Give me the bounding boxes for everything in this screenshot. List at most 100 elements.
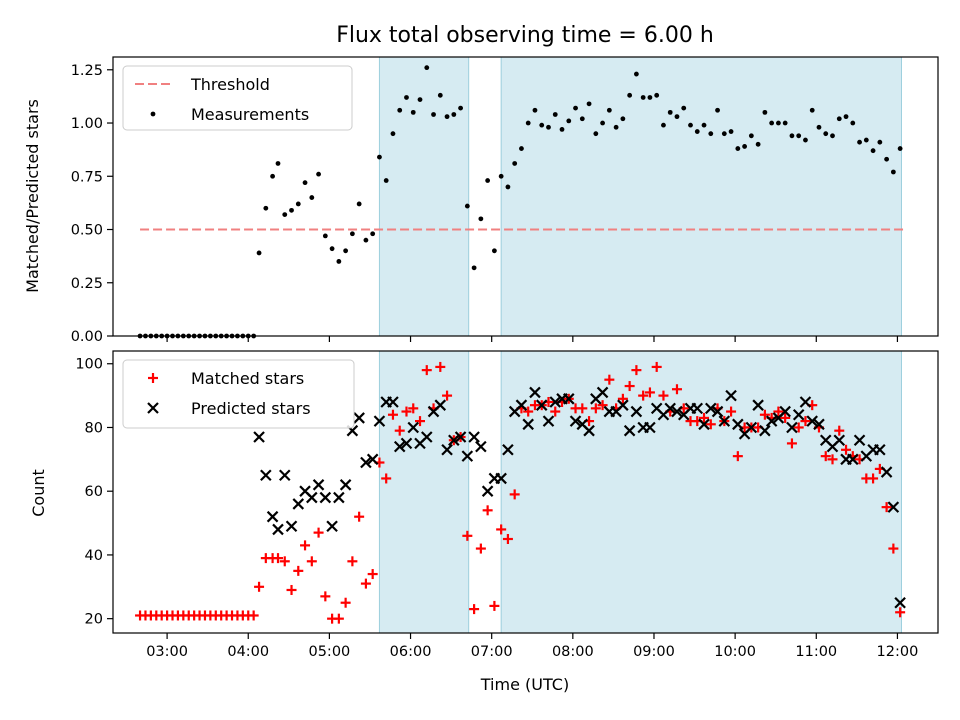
measurement-point [397,107,403,113]
matched-point [462,530,473,541]
matched-point [834,425,845,436]
predicted-point [847,453,859,466]
legend-item: Threshold [135,75,270,94]
matched-point [340,597,351,608]
matched-point [651,361,662,372]
matched-point [597,400,608,411]
predicted-point [407,421,420,434]
shaded-interval [378,350,470,634]
measurement-point [263,205,269,211]
predicted-point [373,415,386,427]
measurement-point [620,116,626,122]
measurement-point [539,122,545,128]
x-tick-label: 10:00 [714,644,756,660]
predicted-point [806,415,818,427]
y-tick-label: 1.25 [71,63,103,79]
predicted-point [596,386,609,399]
measurement-point [857,139,862,145]
predicted-point [434,399,447,411]
matched-point [489,600,500,611]
matched-point [644,387,655,398]
measurement-point [559,127,565,132]
measurement-point [593,131,599,137]
legend-x-swatch [147,402,159,414]
measurement-point [843,114,849,120]
matched-point [482,505,493,516]
y-tick-label: 60 [85,484,103,500]
matched-point [699,412,710,423]
predicted-point [623,424,636,437]
matched-point [827,454,838,465]
predicted-point [752,399,764,411]
matched-point [248,610,259,621]
measurement-point [721,131,727,137]
matched-point [496,524,507,535]
measurement-point [769,120,775,126]
matched-point [333,613,344,624]
measurement-point [748,133,754,139]
measurement-point [877,139,883,145]
measurement-point [566,118,572,124]
bottom-y-axis-label: Count [29,469,48,517]
matched-point [435,361,446,372]
measurement-point [471,265,477,271]
matched-point [820,451,831,462]
matched-point [786,438,797,449]
measurement-point [728,129,734,134]
measurement-point [383,178,389,183]
chart-title: Flux total observing time = 6.00 h [336,23,714,48]
matched-point [895,607,906,618]
x-axis-label: Time (UTC) [480,675,569,694]
legend-item: Matched stars [148,369,304,388]
matched-point [286,584,297,595]
predicted-point [253,431,265,443]
measurement-point [667,109,673,115]
matched-point [793,422,804,433]
predicted-point [420,431,433,443]
measurement-point [404,95,409,100]
matched-point [841,444,852,455]
measurement-point [613,124,619,130]
predicted-point [799,396,812,408]
measurement-point [546,124,551,130]
predicted-point [319,491,332,504]
measurement-point [640,95,646,100]
predicted-point [894,596,906,609]
matched-point [442,390,453,401]
predicted-point [644,421,656,434]
matched-point [732,451,743,462]
measurement-point [755,141,761,147]
matched-point [421,365,432,376]
legend-box [122,65,353,131]
predicted-point [312,479,325,491]
predicted-point [448,434,460,446]
predicted-point [745,421,758,434]
predicted-point [515,399,528,411]
predicted-point [326,520,338,533]
measurement-point [823,131,829,137]
matched-point [273,553,283,564]
measurement-point [512,161,518,166]
measurement-point [316,171,321,177]
x-tick-label: 05:00 [308,644,350,660]
measurement-point [674,114,680,120]
legend-box [122,359,355,429]
predicted-point [441,444,453,456]
measurement-point [478,216,484,222]
legend-item: Predicted stars [147,399,311,418]
measurement-point [343,248,349,254]
bottom-panel-counts: 20 40 60 80 100 03:00 04:00 05:00 06:00 07:00 08:0… [75,350,939,660]
matched-point [408,403,419,414]
predicted-point [393,440,406,453]
predicted-point [475,440,487,453]
y-tick-label: 0.50 [71,223,103,239]
series-predicted-stars [253,386,906,609]
matched-point [320,591,331,602]
matched-point [509,489,520,500]
legend-label: Threshold [190,75,270,94]
measurement-point [735,146,741,151]
predicted-point [468,431,480,443]
measurement-point [579,116,585,122]
shaded-interval [500,56,902,337]
measurement-point [836,116,842,122]
